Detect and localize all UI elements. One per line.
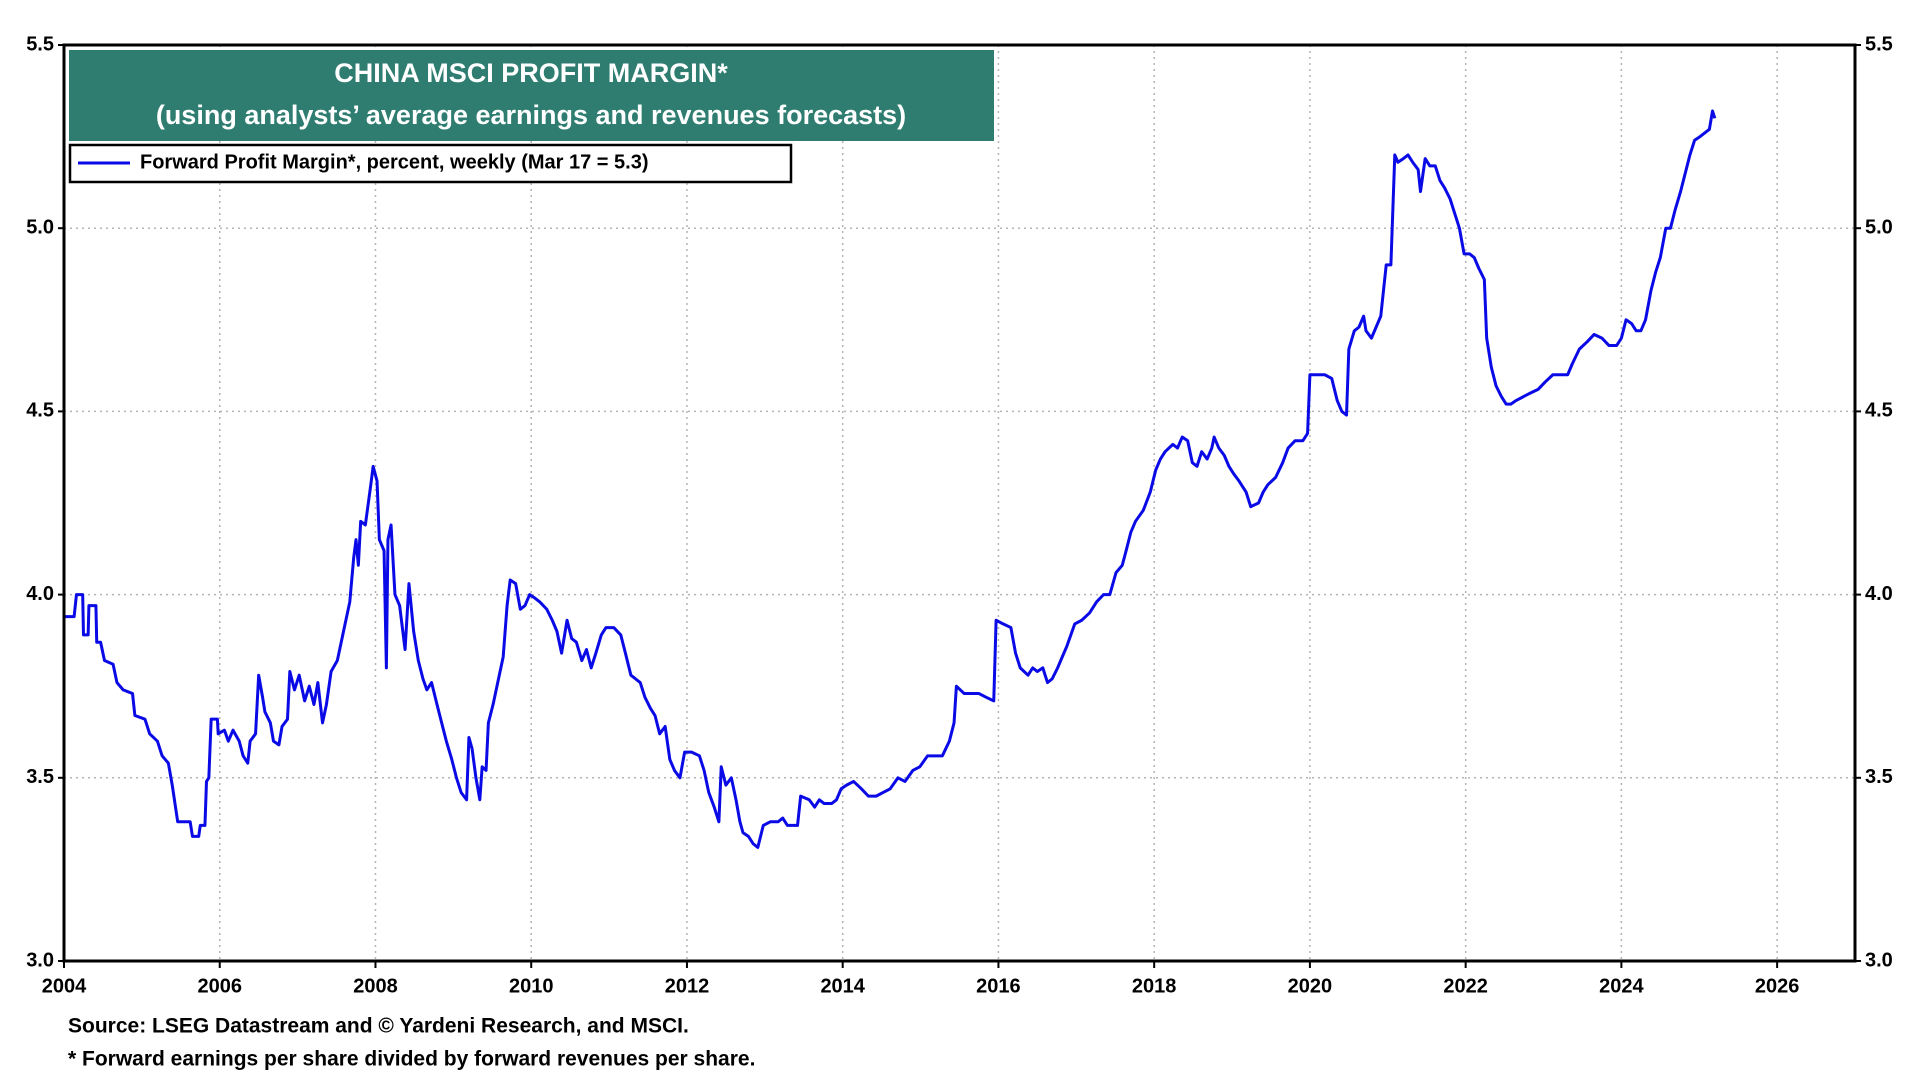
y2-tick-label: 5.0 [1865,216,1893,238]
y2-tick-label: 3.0 [1865,949,1893,971]
plot-frame [62,43,1857,963]
legend-label: Forward Profit Margin*, percent, weekly … [140,151,649,173]
x-tick-label: 2018 [1132,975,1177,997]
title-box [69,50,994,141]
x-tick-label: 2022 [1443,975,1488,997]
plot [64,109,1717,849]
x-tick-label: 2012 [665,975,710,997]
x-tick-label: 2016 [976,975,1021,997]
footnote: * Forward earnings per share divided by … [68,1048,755,1071]
x-tick-label: 2008 [353,975,398,997]
chart-title: CHINA MSCI PROFIT MARGIN* [334,58,728,88]
y2-tick-label: 4.5 [1865,400,1893,422]
y2-tick-label: 5.5 [1865,33,1893,55]
x-tick-label: 2004 [42,975,87,997]
chart-subtitle: (using analysts’ average earnings and re… [156,100,906,130]
y-tick-label: 4.0 [26,583,54,605]
source-note: Source: LSEG Datastream and © Yardeni Re… [68,1015,689,1038]
x-tick-label: 2026 [1755,975,1800,997]
x-tick-label: 2020 [1288,975,1333,997]
y-tick-label: 5.5 [26,33,54,55]
x-tick-label: 2024 [1599,975,1644,997]
x-tick-label: 2006 [197,975,242,997]
x-tick-label: 2010 [509,975,554,997]
y-tick-label: 3.5 [26,766,54,788]
y-tick-label: 5.0 [26,216,54,238]
x-tick-label: 2014 [820,975,865,997]
legend-box [68,143,793,184]
y2-tick-label: 3.5 [1865,766,1893,788]
y2-tick-label: 4.0 [1865,583,1893,605]
y-tick-label: 4.5 [26,400,54,422]
data-line [64,109,1717,849]
y-tick-label: 3.0 [26,949,54,971]
